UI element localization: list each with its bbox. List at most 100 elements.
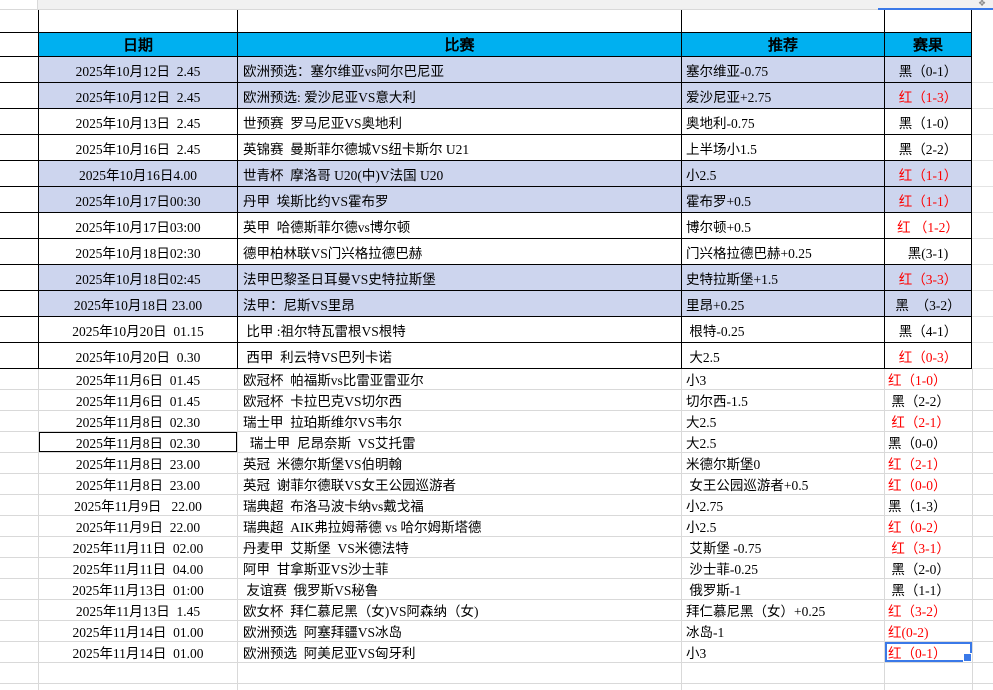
match-cell[interactable]: 丹甲 埃斯比约VS霍布罗: [237, 187, 681, 213]
match-cell[interactable]: 德甲柏林联VS门兴格拉德巴赫: [237, 239, 681, 265]
result-cell[interactable]: 红 （1-2）: [884, 213, 972, 239]
cell-stub[interactable]: [0, 642, 38, 663]
date-cell[interactable]: 2025年10月18日02:30: [38, 239, 237, 265]
cell-stub[interactable]: [972, 621, 993, 642]
cell-stub[interactable]: [0, 516, 38, 537]
cell-stub[interactable]: [972, 600, 993, 621]
column-header-match[interactable]: 比赛: [237, 32, 681, 57]
cell-stub[interactable]: [972, 558, 993, 579]
date-cell[interactable]: 2025年10月17日03:00: [38, 213, 237, 239]
recommendation-cell[interactable]: 小3: [681, 642, 884, 663]
match-cell[interactable]: 欧洲预选 阿塞拜疆VS冰岛: [237, 621, 681, 642]
result-cell[interactable]: 黑(3-1): [884, 239, 972, 265]
recommendation-cell[interactable]: 小2.5: [681, 516, 884, 537]
autofill-options-icon[interactable]: ❖: [978, 0, 987, 9]
recommendation-cell[interactable]: 史特拉斯堡+1.5: [681, 265, 884, 291]
cell-stub[interactable]: [972, 390, 993, 411]
column-header-recommendation[interactable]: 推荐: [681, 32, 884, 57]
cell-stub[interactable]: [0, 239, 38, 265]
cell-stub[interactable]: [0, 135, 38, 161]
result-cell[interactable]: 红（1-1）: [884, 161, 972, 187]
result-cell[interactable]: 红（0-1）: [884, 642, 972, 663]
cell[interactable]: [972, 663, 993, 684]
cell[interactable]: [237, 0, 681, 10]
recommendation-cell[interactable]: 大2.5: [681, 343, 884, 369]
match-cell[interactable]: 西甲 利云特VS巴列卡诺: [237, 343, 681, 369]
date-cell[interactable]: 2025年11月13日 01:00: [38, 579, 237, 600]
cell[interactable]: [38, 663, 237, 684]
result-cell[interactable]: 红（1-1）: [884, 187, 972, 213]
match-cell[interactable]: 瑞典超 布洛马波卡纳vs戴戈福: [237, 495, 681, 516]
result-cell[interactable]: 黑（1-0）: [884, 109, 972, 135]
cell-stub[interactable]: [0, 0, 38, 10]
cell[interactable]: [0, 684, 38, 690]
cell-stub[interactable]: [972, 537, 993, 558]
cell-stub[interactable]: [972, 291, 993, 317]
cell[interactable]: [884, 663, 972, 684]
result-cell[interactable]: 黑（1-1）: [884, 579, 972, 600]
match-cell[interactable]: 欧洲预选: 爱沙尼亚VS意大利: [237, 83, 681, 109]
match-cell[interactable]: 欧女杯 拜仁慕尼黑（女)VS阿森纳（女): [237, 600, 681, 621]
result-cell[interactable]: 黑 （3-2）: [884, 291, 972, 317]
result-cell[interactable]: 黑（0-1）: [884, 57, 972, 83]
date-cell[interactable]: 2025年10月16日4.00: [38, 161, 237, 187]
cell-stub[interactable]: [972, 57, 993, 83]
cell-stub[interactable]: [972, 369, 993, 390]
match-cell[interactable]: 英冠 米德尔斯堡VS伯明翰: [237, 453, 681, 474]
date-cell[interactable]: 2025年10月12日 2.45: [38, 83, 237, 109]
cell-stub[interactable]: [972, 135, 993, 161]
recommendation-cell[interactable]: 小3: [681, 369, 884, 390]
cell-stub[interactable]: [0, 558, 38, 579]
date-cell[interactable]: 2025年11月11日 02.00: [38, 537, 237, 558]
cell-stub[interactable]: [0, 109, 38, 135]
cell-stub[interactable]: [972, 516, 993, 537]
recommendation-cell[interactable]: 小2.75: [681, 495, 884, 516]
recommendation-cell[interactable]: 冰岛-1: [681, 621, 884, 642]
cell-stub[interactable]: [0, 187, 38, 213]
cell[interactable]: [38, 0, 237, 10]
match-cell[interactable]: 欧冠杯 卡拉巴克VS切尔西: [237, 390, 681, 411]
date-cell[interactable]: 2025年11月11日 04.00: [38, 558, 237, 579]
date-cell[interactable]: 2025年11月8日 02.30: [38, 432, 237, 453]
cell-stub[interactable]: [972, 239, 993, 265]
match-cell[interactable]: 欧洲预选：塞尔维亚vs阿尔巴尼亚: [237, 57, 681, 83]
cell-stub[interactable]: [0, 291, 38, 317]
result-cell[interactable]: 黑（2-2）: [884, 390, 972, 411]
match-cell[interactable]: 瑞士甲 拉珀斯维尔VS韦尔: [237, 411, 681, 432]
cell-stub[interactable]: [0, 369, 38, 390]
result-cell[interactable]: 红（0-3）: [884, 343, 972, 369]
cell-stub[interactable]: [0, 390, 38, 411]
result-cell[interactable]: 黑（2-0）: [884, 558, 972, 579]
cell-stub[interactable]: [0, 10, 38, 32]
cell[interactable]: [237, 684, 681, 690]
match-cell[interactable]: 瑞士甲 尼昂奈斯 VS艾托雷: [237, 432, 681, 453]
match-cell[interactable]: 英甲 哈德斯菲尔德vs博尔顿: [237, 213, 681, 239]
cell-stub[interactable]: [0, 432, 38, 453]
cell-stub[interactable]: [972, 432, 993, 453]
recommendation-cell[interactable]: 霍布罗+0.5: [681, 187, 884, 213]
date-cell[interactable]: 2025年10月20日 01.15: [38, 317, 237, 343]
cell-stub[interactable]: [0, 343, 38, 369]
cell-stub[interactable]: [972, 213, 993, 239]
date-cell[interactable]: 2025年11月9日 22.00: [38, 495, 237, 516]
recommendation-cell[interactable]: 大2.5: [681, 411, 884, 432]
cell-stub[interactable]: [0, 537, 38, 558]
result-cell[interactable]: 黑（0-0）: [884, 432, 972, 453]
result-cell[interactable]: 红（1-0）: [884, 369, 972, 390]
cell-stub[interactable]: [972, 109, 993, 135]
date-cell[interactable]: 2025年11月8日 02.30: [38, 411, 237, 432]
cell-stub[interactable]: [972, 317, 993, 343]
recommendation-cell[interactable]: 俄罗斯-1: [681, 579, 884, 600]
cell-stub[interactable]: [0, 495, 38, 516]
result-cell[interactable]: 红（2-1）: [884, 411, 972, 432]
result-cell[interactable]: 红（3-3）: [884, 265, 972, 291]
date-cell[interactable]: 2025年10月16日 2.45: [38, 135, 237, 161]
match-cell[interactable]: 丹麦甲 艾斯堡 VS米德法特: [237, 537, 681, 558]
cell-stub[interactable]: [0, 161, 38, 187]
cell[interactable]: [681, 684, 884, 690]
date-cell[interactable]: 2025年10月13日 2.45: [38, 109, 237, 135]
date-cell[interactable]: 2025年11月8日 23.00: [38, 453, 237, 474]
match-cell[interactable]: 瑞典超 AIK弗拉姆蒂德 vs 哈尔姆斯塔德: [237, 516, 681, 537]
date-cell[interactable]: 2025年10月20日 0.30: [38, 343, 237, 369]
cell-stub[interactable]: [0, 600, 38, 621]
